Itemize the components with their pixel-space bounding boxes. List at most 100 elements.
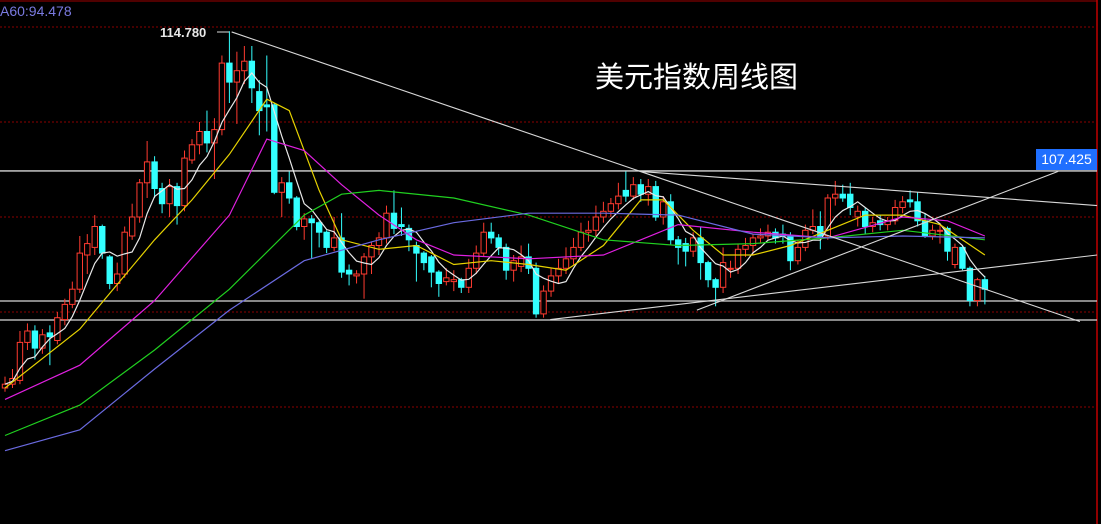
candle-body (854, 210, 861, 218)
candle-body (286, 182, 293, 199)
candle-body (368, 245, 375, 258)
candle-body (757, 235, 764, 239)
candle-body (91, 226, 98, 248)
candle-body (510, 260, 517, 271)
candle-body (458, 279, 465, 288)
ma60-legend: A60:94.478 (0, 3, 72, 19)
candle-body (532, 267, 540, 315)
candle-body (450, 279, 458, 283)
candle-body (637, 184, 644, 195)
candle-body (181, 157, 188, 207)
candle-body (600, 210, 607, 218)
candle-body (839, 193, 846, 199)
candle-body (719, 262, 727, 288)
candle-body (645, 186, 652, 195)
candle-body (420, 252, 428, 264)
candle-body (622, 189, 630, 197)
candle-body (981, 279, 989, 290)
candle-body (323, 231, 330, 248)
candle-body (293, 197, 300, 227)
candle-body (488, 231, 495, 239)
price-tag: 107.425 (1036, 149, 1097, 170)
candle-body (31, 330, 39, 349)
candle-body (271, 104, 278, 193)
candle-body (570, 246, 577, 260)
candle-body (46, 332, 54, 338)
candle-body (734, 248, 742, 269)
candle-body (278, 182, 285, 193)
candle-body (794, 246, 802, 262)
candle-body (196, 131, 203, 146)
candle-body (360, 256, 368, 275)
ma10-line (4, 98, 986, 389)
candle-body (54, 317, 61, 342)
candle-body (76, 252, 83, 290)
candle-body (540, 290, 547, 315)
candle-body (353, 273, 360, 277)
candle-body (128, 216, 136, 237)
candle-body (899, 201, 906, 209)
candle-body (517, 256, 525, 267)
candle-body (936, 229, 944, 232)
candle-body (525, 256, 532, 269)
candle-body (69, 288, 76, 305)
candle-body (675, 239, 682, 248)
candle-body (615, 195, 622, 205)
candle-body (308, 218, 315, 224)
ma40-line (4, 189, 985, 437)
candle-body (660, 201, 667, 218)
candle-body (495, 237, 502, 248)
candle-body (585, 229, 592, 233)
candle-body (375, 237, 383, 246)
trendline (696, 170, 1059, 311)
candle-body (592, 216, 600, 231)
candle-body (555, 267, 562, 277)
candle-body (443, 277, 450, 283)
candle-body (233, 70, 241, 83)
candle-body (16, 341, 24, 381)
candle-body (338, 237, 345, 273)
candle-body (862, 210, 869, 228)
candle-body (951, 246, 959, 265)
candle-body (727, 267, 734, 270)
candle-body (143, 161, 151, 184)
candle-body (704, 262, 712, 281)
candle-body (562, 258, 570, 269)
candle-body (248, 60, 256, 89)
candle-body (473, 252, 480, 269)
candle-body (847, 193, 854, 208)
candle-body (630, 184, 637, 197)
candle-body (398, 224, 405, 228)
candle-body (383, 212, 390, 239)
candle-body (188, 144, 196, 161)
candle-body (173, 186, 181, 207)
chart-title: 美元指数周线图 (595, 60, 799, 94)
candle-body (607, 203, 615, 212)
candle-body (203, 131, 211, 144)
candle-body (84, 243, 91, 256)
candle-body (667, 201, 674, 241)
candle-body (211, 129, 218, 144)
candle-body (226, 62, 233, 83)
candle-body (330, 237, 338, 248)
candle-body (390, 212, 398, 229)
trendline (550, 254, 1098, 321)
candle-body (166, 186, 173, 205)
candle-body (24, 330, 31, 343)
candle-body (502, 246, 510, 271)
candle-body (547, 275, 555, 292)
candle-body (241, 60, 248, 72)
candle-body (742, 245, 749, 250)
candle-body (959, 246, 966, 269)
candle-body (682, 243, 689, 252)
candle-body (906, 199, 914, 203)
candle-body (832, 193, 839, 199)
candle-body (263, 104, 271, 108)
candle-body (39, 334, 46, 349)
candle-body (944, 227, 951, 252)
candle-body (652, 186, 659, 218)
candle-body (106, 256, 113, 284)
trendline (640, 170, 1098, 207)
